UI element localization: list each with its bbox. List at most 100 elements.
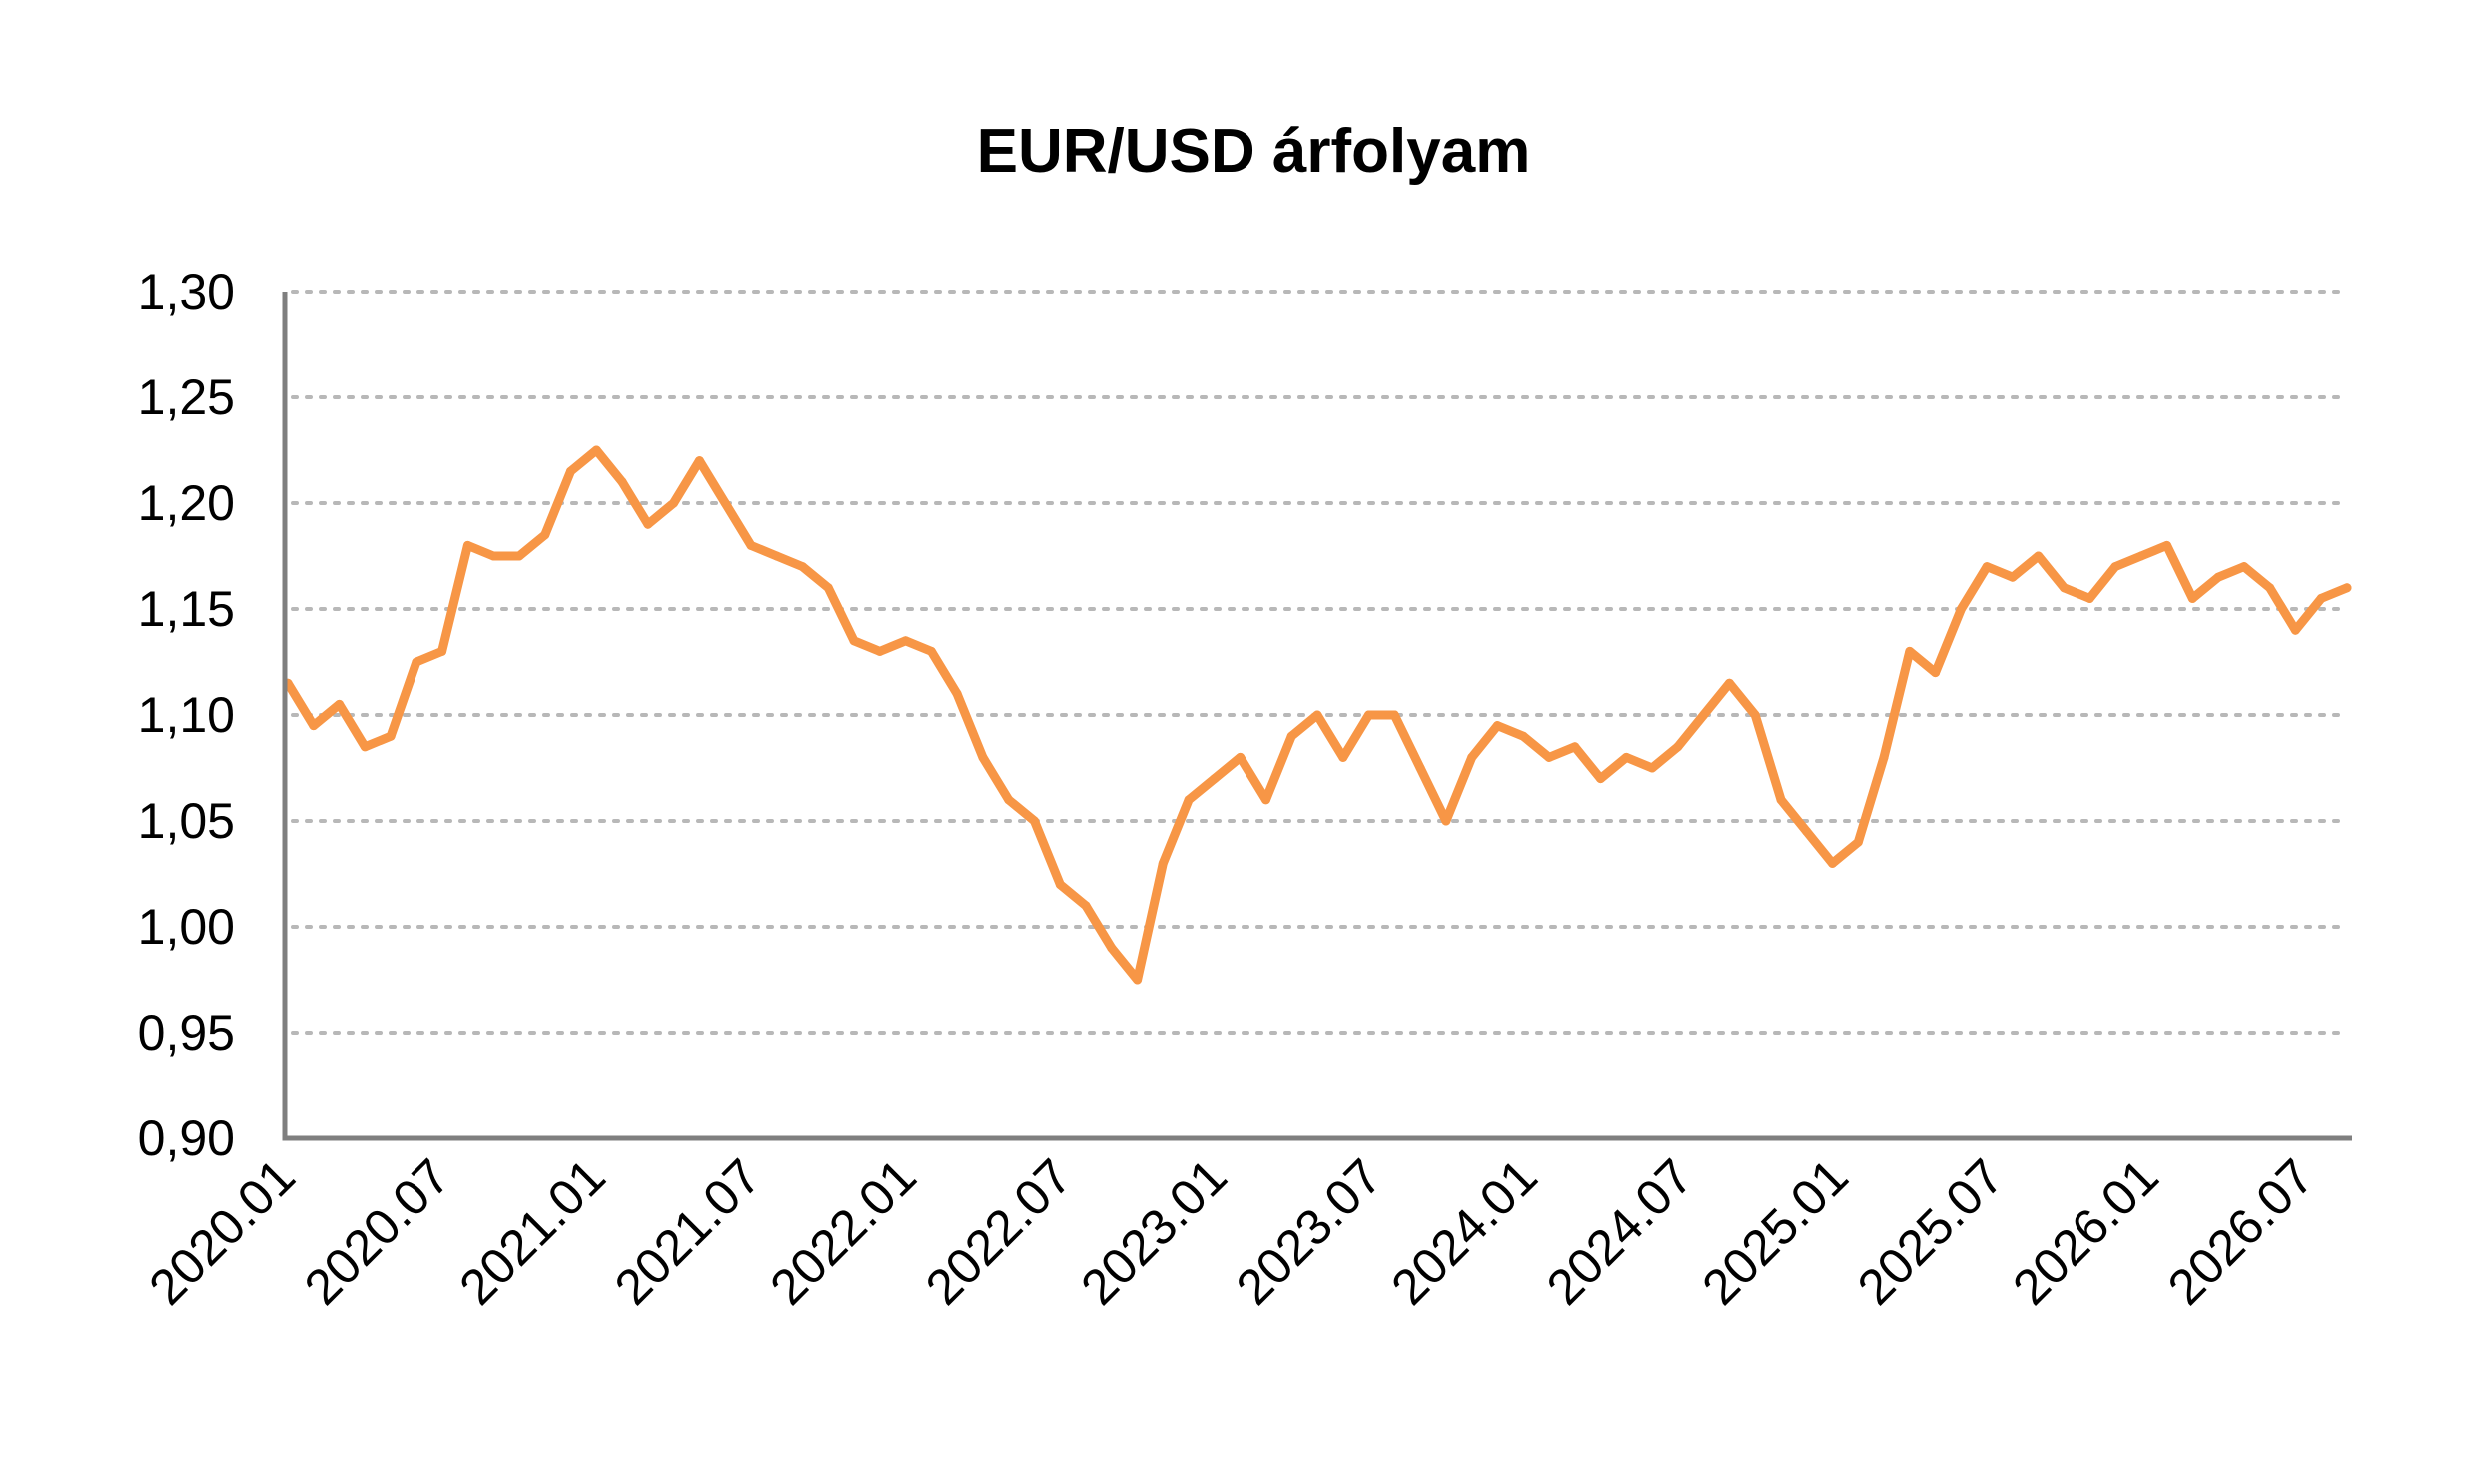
data-point [1828,858,1837,868]
data-point [488,551,498,561]
data-point [2213,572,2223,582]
data-point [1158,858,1168,868]
data-point [2110,562,2120,572]
data-point [437,646,447,656]
y-tick-label: 1,05 [138,793,235,849]
data-point [335,699,345,709]
data-point [566,466,575,476]
data-point [2265,583,2275,593]
data-point [2239,562,2249,572]
data-point [1492,721,1502,731]
data-point [1133,975,1143,985]
y-tick-label: 1,10 [138,687,235,743]
data-point [1621,752,1631,762]
data-point [849,636,859,646]
data-point [1879,752,1889,762]
data-point [1338,752,1348,762]
data-point [2316,593,2326,603]
data-point [2060,583,2069,593]
data-point [1081,901,1091,911]
data-point [823,583,833,593]
data-point [1004,795,1014,805]
y-axis-tick-labels: 0,90 0,95 1,00 1,05 1,10 1,15 1,20 1,25 1,30 [138,264,235,1166]
data-point [2008,572,2018,582]
data-point [1312,710,1322,720]
data-point [412,657,421,667]
x-tick-label: 2020.01 [138,1148,305,1315]
data-point [1107,943,1117,953]
data-point [2034,551,2044,561]
x-tick-label: 2026.07 [2157,1148,2324,1315]
data-point [1441,816,1451,826]
data-point [1776,795,1786,805]
data-point [1931,668,1941,678]
x-tick-label: 2022.07 [915,1148,1082,1315]
chart-title: EUR/USD árfolyam [977,117,1531,186]
axis-lines [282,292,2352,1141]
data-point [1467,752,1477,762]
data-point [1055,880,1065,890]
data-point [1853,837,1863,847]
y-tick-label: 1,00 [138,899,235,955]
data-point [1236,752,1246,762]
data-point [309,721,319,731]
data-point [926,646,936,656]
data-point [1802,827,1812,837]
data-point [1364,710,1373,720]
data-point [1956,604,1966,614]
y-tick-label: 0,90 [138,1111,235,1166]
y-tick-label: 1,30 [138,264,235,320]
x-tick-label: 2025.07 [1847,1148,2014,1315]
data-point [669,498,679,508]
data-point [1184,795,1194,805]
data-point [2136,551,2146,561]
x-tick-label: 2024.01 [1380,1148,1547,1315]
data-point [1647,763,1657,773]
y-tick-label: 0,95 [138,1005,235,1061]
data-point [1673,742,1683,752]
x-tick-label: 2021.01 [448,1148,615,1315]
x-tick-label: 2026.01 [2002,1148,2168,1315]
data-point [1286,731,1296,741]
x-tick-label: 2021.07 [604,1148,771,1315]
data-point [746,540,756,550]
data-point [514,551,524,561]
x-tick-label: 2022.01 [759,1148,926,1315]
data-point [1596,774,1605,784]
data-point [2162,540,2172,550]
data-point [1544,752,1554,762]
data-point [360,742,370,752]
data-point [643,519,653,529]
data-point [540,530,550,540]
y-tick-label: 1,15 [138,581,235,637]
data-point [1905,646,1915,656]
data-point [952,689,962,699]
data-point [617,477,627,487]
x-tick-label: 2023.07 [1226,1148,1392,1315]
data-point [1750,710,1760,720]
data-point [772,551,782,561]
data-point [1415,763,1425,773]
data-point [1982,562,1992,572]
series-group [283,445,2352,985]
x-axis-tick-labels: 2020.012020.072021.012021.072022.012022.… [138,1148,2324,1315]
data-point [798,562,807,572]
x-tick-label: 2020.07 [294,1148,460,1315]
data-point [875,646,885,656]
data-point [1389,710,1399,720]
data-point [2290,625,2300,635]
data-point [1724,678,1734,688]
x-tick-label: 2023.01 [1070,1148,1237,1315]
data-point [386,731,396,741]
data-point [2342,583,2352,593]
data-point [1261,795,1270,805]
data-point [2084,593,2094,603]
x-tick-label: 2025.01 [1691,1148,1858,1315]
data-point [2187,593,2197,603]
data-point [591,445,601,455]
data-point [1518,731,1528,741]
data-point [1030,816,1039,826]
data-point [901,636,911,646]
data-point [462,540,472,550]
